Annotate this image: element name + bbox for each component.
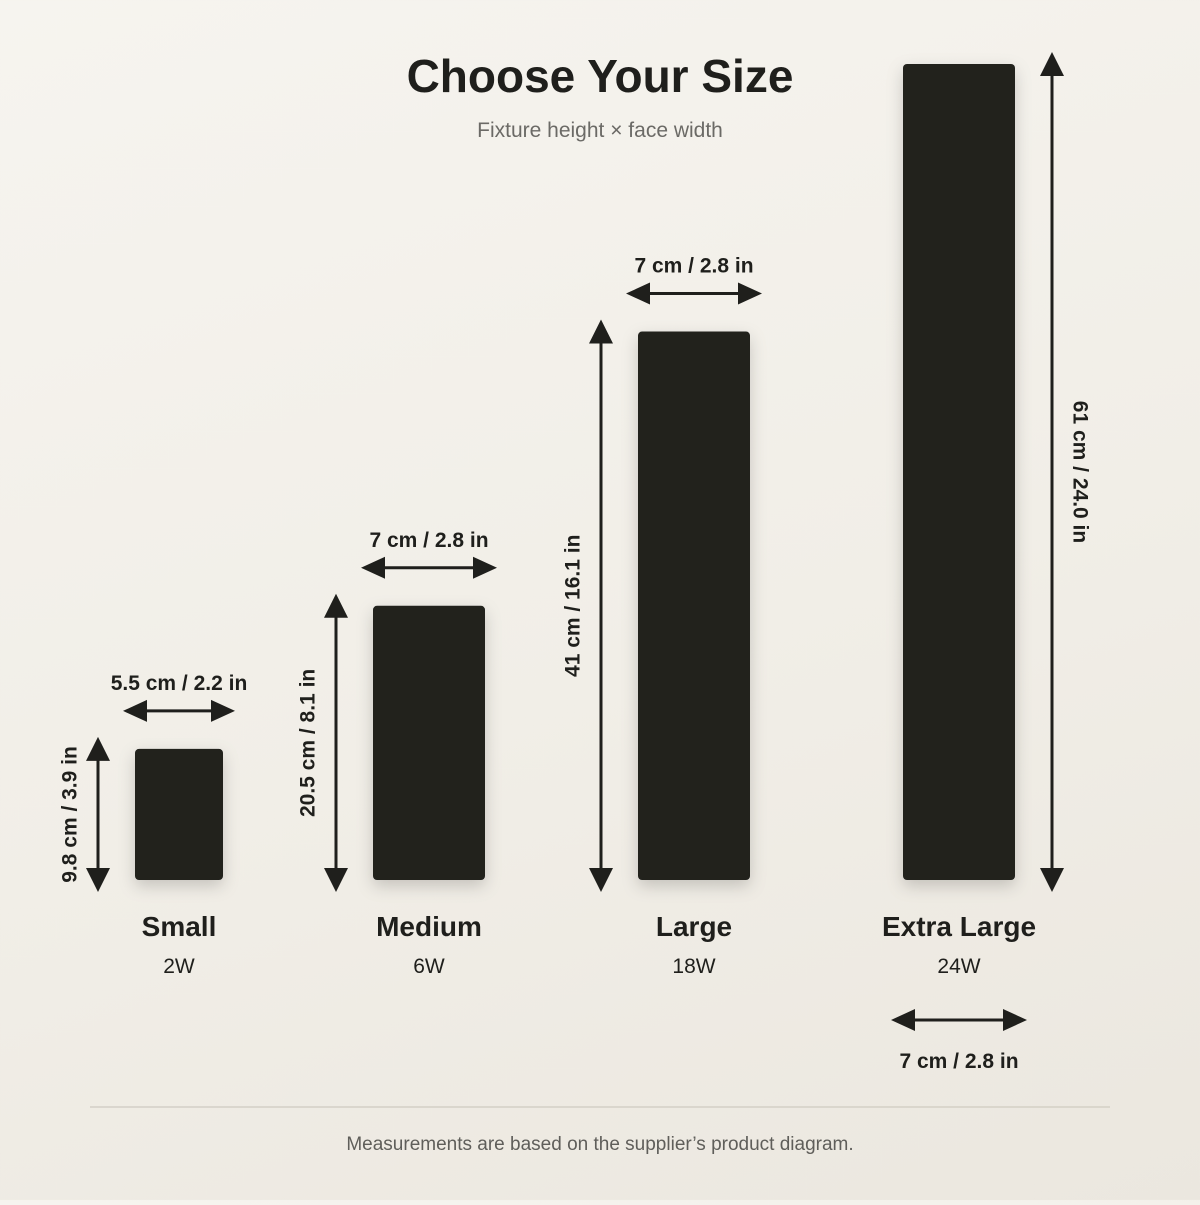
height-arrow-large-head-bottom — [589, 868, 613, 892]
width-arrow-medium-head-right — [473, 556, 497, 579]
width-label-extra-large: 7 cm / 2.8 in — [899, 1050, 1018, 1073]
width-arrow-extra-large-head-left — [891, 1009, 915, 1031]
width-arrow-medium-head-left — [361, 556, 385, 579]
height-arrow-small-head-top — [86, 736, 110, 761]
page-title: Choose Your Size — [407, 50, 794, 102]
wattage-large: 18W — [672, 955, 715, 978]
width-label-small: 5.5 cm / 2.2 in — [111, 672, 248, 695]
size-name-extra-large: Extra Large — [882, 911, 1036, 942]
wattage-extra-large: 24W — [937, 955, 980, 978]
height-label-small: 9.8 cm / 3.9 in — [59, 746, 82, 883]
width-arrow-small — [123, 699, 235, 722]
width-arrow-medium — [361, 556, 497, 579]
fixture-extra-large: 61 cm / 24.0 in 7 cm / 2.8 in Extra Large 2… — [882, 52, 1091, 1073]
width-arrow-small-head-right — [211, 699, 235, 722]
fixture-body-small — [135, 748, 223, 880]
fixture-body-medium — [373, 605, 485, 880]
width-arrow-large-head-left — [626, 282, 650, 305]
height-arrow-small-head-bottom — [86, 868, 110, 892]
fixtures-group: 9.8 cm / 3.9 in 5.5 cm / 2.2 in Small 2W 20.… — [59, 52, 1091, 1073]
height-arrow-large-head-top — [589, 319, 613, 344]
height-arrow-medium-head-top — [324, 593, 348, 618]
height-label-large: 41 cm / 16.1 in — [562, 535, 585, 677]
width-arrow-extra-large-head-right — [1003, 1009, 1027, 1031]
wattage-medium: 6W — [413, 955, 445, 978]
fixture-large: 41 cm / 16.1 in 7 cm / 2.8 in Large 18W — [562, 255, 762, 978]
wattage-small: 2W — [163, 955, 195, 978]
width-arrow-large — [626, 282, 762, 305]
fixture-small: 9.8 cm / 3.9 in 5.5 cm / 2.2 in Small 2W — [59, 672, 248, 978]
footnote: Measurements are based on the supplier’s… — [346, 1134, 853, 1155]
size-name-large: Large — [656, 911, 732, 942]
fixture-body-large — [638, 331, 750, 880]
height-arrow-large — [589, 319, 613, 892]
size-name-small: Small — [142, 911, 217, 942]
page-subtitle: Fixture height × face width — [477, 119, 723, 142]
height-arrow-medium-head-bottom — [324, 868, 348, 892]
fixture-medium: 20.5 cm / 8.1 in 7 cm / 2.8 in Medium 6W — [297, 529, 497, 978]
height-label-medium: 20.5 cm / 8.1 in — [297, 669, 320, 817]
width-label-large: 7 cm / 2.8 in — [634, 255, 753, 278]
size-name-medium: Medium — [376, 911, 482, 942]
height-label-extra-large: 61 cm / 24.0 in — [1068, 401, 1091, 543]
height-arrow-medium — [324, 593, 348, 892]
height-arrow-extra-large — [1040, 52, 1064, 892]
width-label-medium: 7 cm / 2.8 in — [369, 529, 488, 552]
width-arrow-large-head-right — [738, 282, 762, 305]
height-arrow-small — [86, 736, 110, 892]
width-arrow-extra-large — [891, 1009, 1027, 1031]
height-arrow-extra-large-head-bottom — [1040, 868, 1064, 892]
fixture-body-extra-large — [903, 64, 1015, 880]
width-arrow-small-head-left — [123, 699, 147, 722]
height-arrow-extra-large-head-top — [1040, 52, 1064, 76]
